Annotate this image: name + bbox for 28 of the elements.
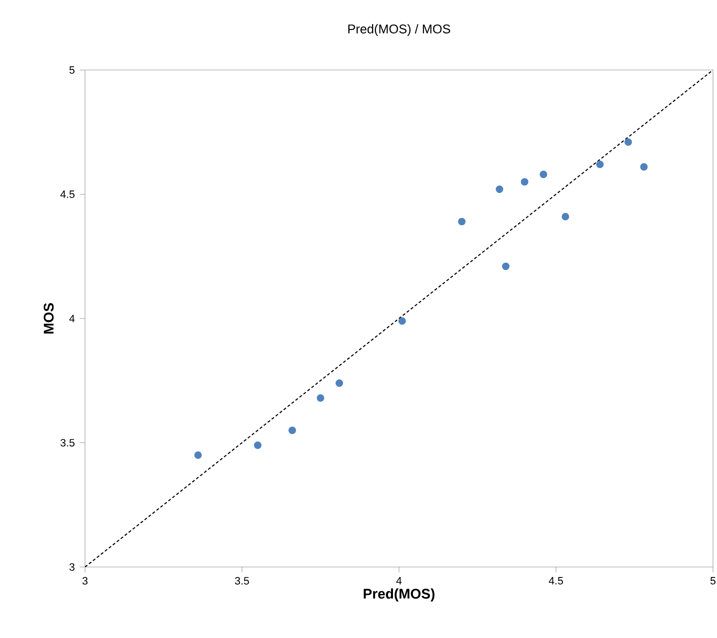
- y-tick-label: 3: [69, 563, 74, 571]
- x-tick-label: 4.5: [548, 577, 563, 584]
- point: [336, 379, 344, 387]
- point: [540, 170, 548, 178]
- point: [254, 441, 262, 449]
- point: [316, 394, 324, 402]
- point: [624, 138, 632, 146]
- x-tick-label: 3: [82, 577, 88, 585]
- point: [194, 451, 202, 459]
- point: [496, 186, 504, 194]
- x-axis-title: Pred(MOS): [364, 588, 434, 602]
- point: [562, 212, 570, 220]
- point: [596, 160, 604, 168]
- x-tick-label: 4: [396, 577, 402, 584]
- x-tick-label: 3.5: [234, 577, 249, 585]
- point: [520, 178, 528, 186]
- chart-title: Pred(MOS) / MOS: [348, 24, 450, 36]
- point: [458, 218, 466, 226]
- point: [398, 317, 406, 325]
- point: [640, 163, 648, 171]
- point: [288, 426, 296, 434]
- point: [502, 262, 510, 270]
- y-tick-label: 5: [69, 66, 75, 74]
- y-tick-label: 4.5: [60, 190, 75, 198]
- y-axis-title: MOS: [44, 303, 54, 334]
- y-tick-label: 4: [69, 314, 75, 322]
- x-tick-label: 5: [710, 577, 716, 584]
- y-tick-label: 3.5: [60, 438, 75, 447]
